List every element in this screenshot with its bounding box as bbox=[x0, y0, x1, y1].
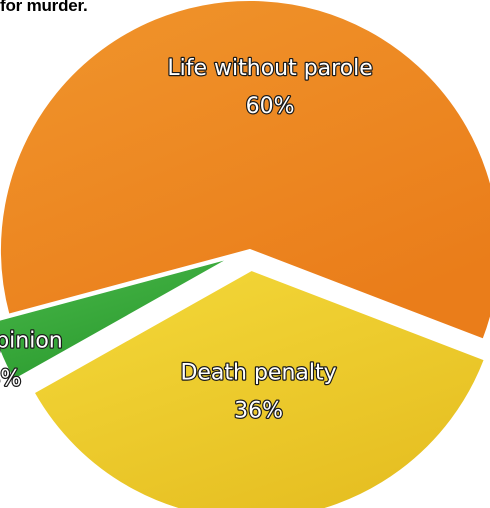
slice-label-no-opinion: No opinion bbox=[0, 329, 63, 354]
slice-value-death-penalty: 36% bbox=[234, 399, 283, 424]
slice-label-death-penalty: Death penalty bbox=[180, 361, 336, 386]
chart-title-fragment: for murder. bbox=[0, 0, 88, 15]
pie-slice-life-without-parole bbox=[0, 0, 490, 341]
pie-slice-no-opinion bbox=[0, 256, 232, 382]
slice-value-no-opinion: 4% bbox=[0, 367, 21, 392]
slice-value-life-without-parole: 60% bbox=[246, 94, 295, 119]
slice-label-life-without-parole: Life without parole bbox=[167, 56, 372, 81]
pie-slice-death-penalty bbox=[32, 268, 487, 508]
